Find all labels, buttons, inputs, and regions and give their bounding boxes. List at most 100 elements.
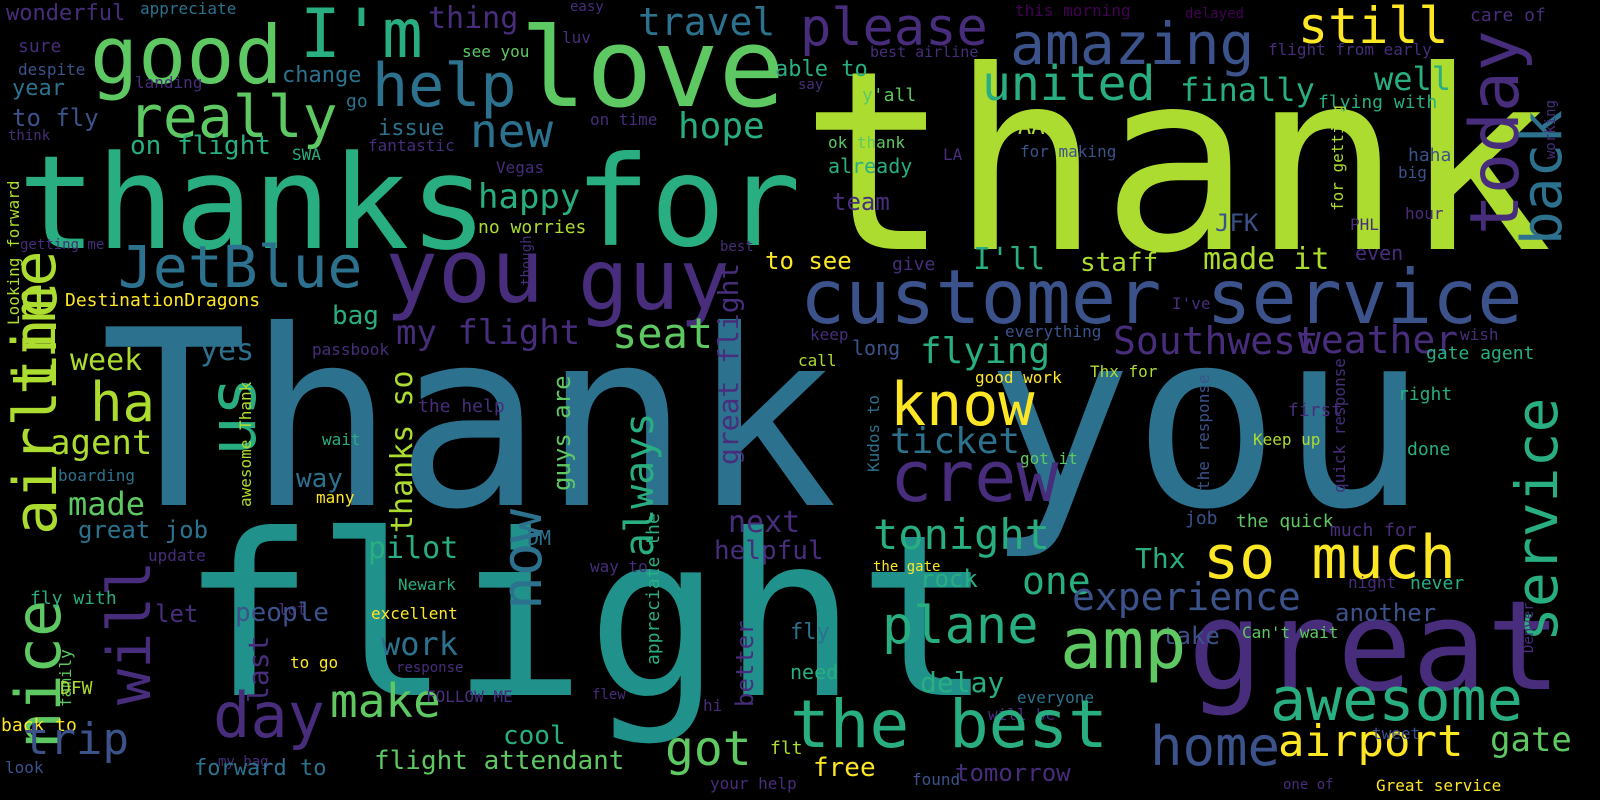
word-new: new: [470, 104, 554, 158]
word-right: right: [1398, 384, 1453, 405]
word-y-all: y'all: [862, 85, 917, 106]
word-the-response: the response: [1194, 374, 1213, 490]
word-jfk: JFK: [1215, 209, 1259, 237]
word-sure: sure: [18, 36, 62, 57]
word-staff: staff: [1080, 248, 1159, 278]
word-long: long: [852, 336, 901, 360]
word-on-time: on time: [590, 110, 658, 129]
word-guys-are: guys are: [548, 375, 576, 491]
word-though: though: [519, 235, 535, 286]
word-flying-with: flying with: [1318, 92, 1438, 113]
word-never: never: [1410, 573, 1465, 594]
word-travel: travel: [638, 0, 776, 44]
word-the-best: the best: [790, 686, 1108, 763]
word-care-of: care of: [1470, 5, 1546, 26]
word-got-it: got it: [1020, 449, 1078, 468]
word-call: call: [798, 351, 837, 370]
word-amp: amp: [1060, 603, 1187, 685]
word-i-ve: I've: [1172, 294, 1211, 313]
word-follow-me: FOLLOW ME: [426, 687, 513, 706]
word-really: really: [128, 83, 338, 151]
word-much-for: much for: [1330, 520, 1417, 541]
word-i-m: I'm: [300, 0, 423, 74]
word-to-see: to see: [765, 247, 852, 275]
word-day: day: [213, 679, 325, 752]
word-helpful: helpful: [714, 536, 824, 566]
word-forward-to: forward to: [194, 756, 327, 781]
word-job: job: [1185, 508, 1218, 529]
word-think: think: [8, 128, 51, 144]
word-great-service: Great service: [1376, 776, 1502, 795]
word-free: free: [813, 753, 876, 783]
word-united: united: [982, 56, 1156, 112]
word-team: team: [832, 188, 890, 216]
word-flight-from-early: flight from early: [1268, 40, 1432, 59]
word-for-making: for making: [1020, 142, 1117, 161]
word-please: please: [800, 0, 988, 58]
word-gate: gate: [1490, 720, 1572, 760]
word-awesome: awesome: [1270, 665, 1523, 735]
word-getting-me: getting me: [20, 237, 105, 253]
word-la: LA: [943, 145, 963, 164]
word-able-to: able to: [775, 57, 868, 82]
word-experience: experience: [1072, 575, 1301, 619]
word-awesome-thank: awesome Thank: [236, 381, 255, 507]
word-haha: haha: [1408, 145, 1452, 166]
word-love: love: [520, 4, 785, 132]
word-fantastic: fantastic: [368, 136, 455, 155]
word-boarding: boarding: [58, 466, 136, 485]
word-need: need: [790, 660, 839, 684]
word-wait: wait: [322, 430, 361, 449]
word-appreciate: appreciate: [140, 0, 237, 18]
word-vegas: Vegas: [496, 158, 545, 177]
word-delayed: delayed: [1185, 6, 1245, 22]
word-one-of: one of: [1283, 777, 1334, 793]
word-your-help: your help: [710, 774, 797, 793]
word-one: one: [1022, 559, 1091, 603]
word-tomorrow: tomorrow: [955, 759, 1071, 787]
word-destinationdragons: DestinationDragons: [65, 290, 261, 311]
word-on-flight: on flight: [130, 131, 271, 161]
word-cool: cool: [503, 721, 566, 751]
word-next: next: [728, 505, 801, 540]
word-let: let: [155, 600, 199, 628]
word-pilot: pilot: [368, 531, 459, 566]
word-this-morning: this morning: [1015, 1, 1131, 20]
word-first: first: [1288, 400, 1343, 421]
word-made-it: made it: [1203, 242, 1330, 277]
word-despite: despite: [18, 60, 86, 79]
word-guy: guy: [578, 231, 730, 329]
word-great-job: great job: [78, 516, 209, 544]
word-newark: Newark: [398, 575, 456, 594]
word-ticket: ticket: [890, 421, 1021, 462]
word-home: home: [1150, 715, 1281, 778]
word-way-to: way to: [590, 557, 648, 576]
word-the-gate: the gate: [873, 559, 941, 575]
word-go: go: [346, 91, 368, 112]
word-flew: flew: [592, 687, 626, 703]
word-thx: Thx: [1135, 542, 1186, 575]
word-thing: thing: [428, 1, 519, 36]
word-kudos-to: Kudos to: [864, 394, 883, 472]
word-to-go: to go: [290, 653, 339, 672]
word-tweet: tweet: [1372, 724, 1421, 743]
word-now: now: [490, 508, 555, 610]
word-finally: finally: [1180, 71, 1315, 109]
word-back-to: back to: [1, 715, 77, 736]
word-flight-attendant: flight attendant: [374, 746, 625, 776]
word-hi: hi: [703, 696, 723, 715]
word-say: say: [798, 77, 824, 93]
word-hour: hour: [1405, 204, 1444, 223]
word-better: better: [731, 620, 759, 707]
word-good: good: [90, 9, 283, 102]
word-rock: rock: [920, 565, 978, 593]
word-best: best: [720, 239, 754, 255]
word-ha: ha: [90, 371, 156, 434]
word-southwest: Southwest: [1113, 319, 1319, 363]
word-got: got: [665, 721, 752, 777]
word-customer-service: customer service: [800, 253, 1523, 341]
word-easy: easy: [570, 0, 604, 15]
word-agent: agent: [50, 423, 153, 463]
word-for: for: [575, 130, 801, 275]
word-people: people: [235, 598, 329, 628]
